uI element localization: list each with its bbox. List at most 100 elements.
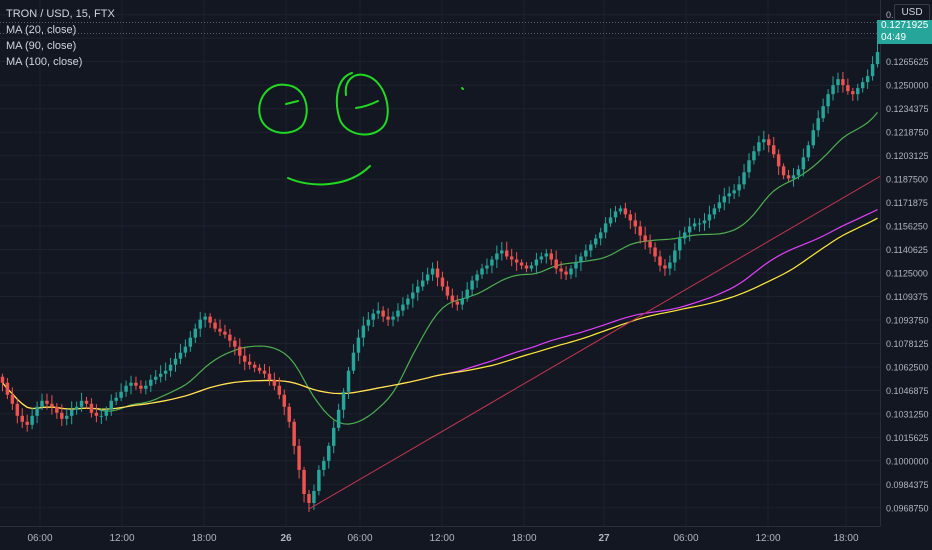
candle-body <box>233 340 237 347</box>
candle-body <box>10 394 15 404</box>
candle-body <box>188 337 193 347</box>
candle-body <box>767 139 771 146</box>
candle-body <box>425 274 430 281</box>
indicator-ma20[interactable]: MA (20, close) <box>6 24 77 36</box>
candle-body <box>687 226 692 233</box>
candle-body <box>238 346 242 356</box>
y-tick-label: 0.1265625 <box>886 57 929 67</box>
drawing-left-eye <box>258 83 308 134</box>
candle-body <box>416 286 420 293</box>
candle-body <box>460 298 464 305</box>
y-tick-label: 0.1203125 <box>886 151 929 161</box>
candle-body <box>331 427 336 446</box>
candle-body <box>178 352 183 359</box>
candle-body <box>732 190 736 194</box>
candle-body <box>574 262 578 269</box>
candle-body <box>183 346 188 353</box>
x-tick-label: 26 <box>280 533 292 544</box>
price-axis[interactable]: 0.12968750.12812500.12656250.12500000.12… <box>886 10 929 513</box>
grid <box>0 0 880 526</box>
x-tick-label: 06:00 <box>347 533 372 544</box>
candle-body <box>846 85 850 92</box>
candle-body <box>747 160 751 173</box>
candle-body <box>603 223 608 233</box>
candle-body <box>554 259 558 269</box>
last-price-tag: 0.1271925 04:49 <box>877 20 932 44</box>
candle-body <box>529 265 534 269</box>
candle-body <box>485 265 489 269</box>
candle-body <box>633 220 638 227</box>
candle-body <box>613 211 618 218</box>
y-tick-label: 0.1015625 <box>886 433 929 443</box>
indicator-ma90[interactable]: MA (90, close) <box>6 40 77 52</box>
candle-body <box>505 250 509 257</box>
candle-body <box>312 490 316 503</box>
x-tick-label: 18:00 <box>511 533 536 544</box>
candle-body <box>307 493 311 503</box>
y-tick-label: 0.1046875 <box>886 386 929 396</box>
candle-body <box>811 130 815 146</box>
candle-body <box>297 445 301 470</box>
candle-body <box>440 277 445 287</box>
candle-body <box>707 214 712 221</box>
candle-body <box>322 460 326 470</box>
candle-body <box>223 331 227 335</box>
candle-body <box>396 310 400 317</box>
candle-body <box>435 268 440 278</box>
candle-body <box>0 376 5 383</box>
candle-body <box>45 400 49 404</box>
candle-body <box>361 325 366 338</box>
candle-body <box>668 262 672 269</box>
candle-body <box>272 379 277 386</box>
candle-body <box>851 91 855 95</box>
candle-body <box>109 400 113 410</box>
candle-body <box>74 406 79 410</box>
candle-body <box>351 352 356 371</box>
candle-body <box>569 268 573 275</box>
moving-averages <box>2 112 878 425</box>
candle-body <box>544 253 549 257</box>
candle-body <box>519 262 524 266</box>
x-tick-label: 12:00 <box>109 533 134 544</box>
candle-body <box>94 412 99 416</box>
candle-body <box>139 385 143 389</box>
candle-body <box>242 355 247 362</box>
candle-body <box>663 265 667 269</box>
candle-body <box>594 238 598 245</box>
symbol-title[interactable]: TRON / USD, 15, FTX <box>6 8 115 20</box>
candle-body <box>697 223 702 225</box>
y-tick-label: 0.1140625 <box>886 245 928 255</box>
candle-body <box>762 139 766 143</box>
drawing-mouth <box>287 165 371 186</box>
candle-body <box>267 373 272 380</box>
candle-body <box>870 64 875 77</box>
candle-body <box>816 118 820 131</box>
candle-body <box>455 301 460 305</box>
candle-body <box>539 256 544 260</box>
candle-body <box>500 250 504 254</box>
candle-body <box>791 175 796 179</box>
candle-body <box>20 415 24 422</box>
candle-body <box>292 421 296 446</box>
candle-body <box>509 256 514 260</box>
candle-body <box>752 151 756 161</box>
candle-body <box>346 370 351 392</box>
time-axis[interactable]: 06:00 12:00 18:00 26 06:00 12:00 18:00 27 06:00 1… <box>27 533 858 544</box>
candle-body <box>69 409 74 416</box>
candle-body <box>598 232 603 239</box>
candle-body <box>65 415 69 419</box>
candle-body <box>534 259 539 266</box>
indicator-ma100[interactable]: MA (100, close) <box>6 56 83 68</box>
candle-body <box>865 76 870 83</box>
ma-line-100 <box>2 217 878 410</box>
y-tick-label: 0.1187500 <box>886 175 928 185</box>
y-tick-label: 0.1062500 <box>886 362 929 372</box>
candle-body <box>841 79 845 86</box>
candle-body <box>60 412 64 419</box>
candle-body <box>831 85 835 95</box>
x-tick-label: 27 <box>598 533 610 544</box>
candle-body <box>757 142 761 152</box>
x-tick-label: 18:00 <box>191 533 216 544</box>
candle-body <box>717 202 722 209</box>
